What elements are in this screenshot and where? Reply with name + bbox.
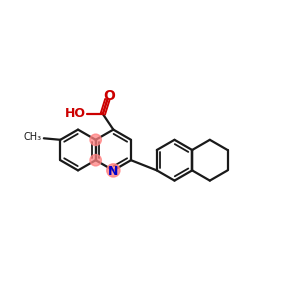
Circle shape xyxy=(90,154,101,166)
Text: CH₃: CH₃ xyxy=(23,132,41,142)
Text: HO: HO xyxy=(65,107,86,120)
Text: N: N xyxy=(108,165,119,178)
Circle shape xyxy=(107,164,120,177)
Text: O: O xyxy=(103,89,115,103)
Circle shape xyxy=(90,134,101,146)
